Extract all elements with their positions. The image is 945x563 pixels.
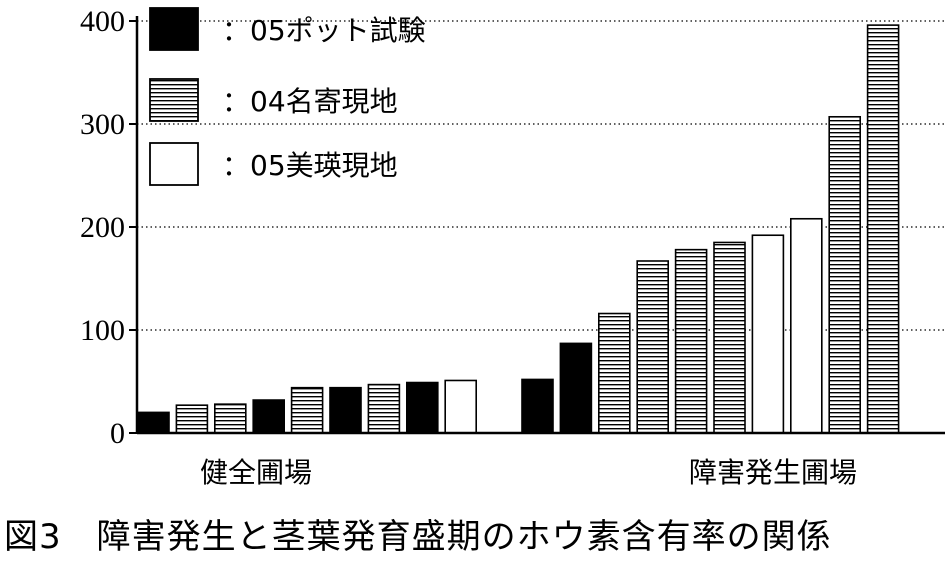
legend-swatch <box>149 142 199 186</box>
bar <box>751 234 785 434</box>
bar <box>405 381 439 434</box>
bar <box>329 386 362 434</box>
y-tick-label: 400 <box>80 5 125 38</box>
bar <box>175 404 209 434</box>
bar <box>367 383 401 434</box>
bar <box>789 217 823 434</box>
figure-caption: 図3 障害発生と茎葉発育盛期のホウ素含有率の関係 <box>4 517 832 557</box>
legend-label: ：05美瑛現地 <box>222 149 398 182</box>
bar <box>866 24 900 434</box>
bar <box>290 386 324 434</box>
bar <box>559 342 593 434</box>
bar <box>521 378 554 434</box>
y-tick-label: 300 <box>80 108 125 141</box>
bar <box>137 411 170 434</box>
bar <box>636 260 670 434</box>
y-tick-labels: 0 100 200 300 400 <box>80 5 125 450</box>
legend: ：05ポット試験 ：04名寄現地 ：05美瑛現地 <box>149 7 426 186</box>
legend-swatch <box>149 7 199 51</box>
bar <box>252 399 285 434</box>
axes <box>135 16 945 435</box>
y-tick-label: 200 <box>80 211 125 244</box>
y-tick-label: 0 <box>110 417 125 450</box>
bar <box>674 248 708 434</box>
y-tick-label: 100 <box>80 314 125 347</box>
bar <box>444 379 478 434</box>
legend-label: ：05ポット試験 <box>222 14 426 47</box>
legend-label: ：04名寄現地 <box>222 85 398 118</box>
group-label: 障害発生圃場 <box>689 456 857 489</box>
group-label: 健全圃場 <box>200 456 312 489</box>
bar <box>828 115 862 434</box>
bar <box>597 312 631 434</box>
bar <box>214 403 247 434</box>
bars <box>137 24 900 434</box>
bar <box>713 241 746 434</box>
group-labels: 健全圃場 障害発生圃場 <box>200 456 857 489</box>
gridlines <box>129 20 945 434</box>
legend-swatch <box>149 78 199 122</box>
